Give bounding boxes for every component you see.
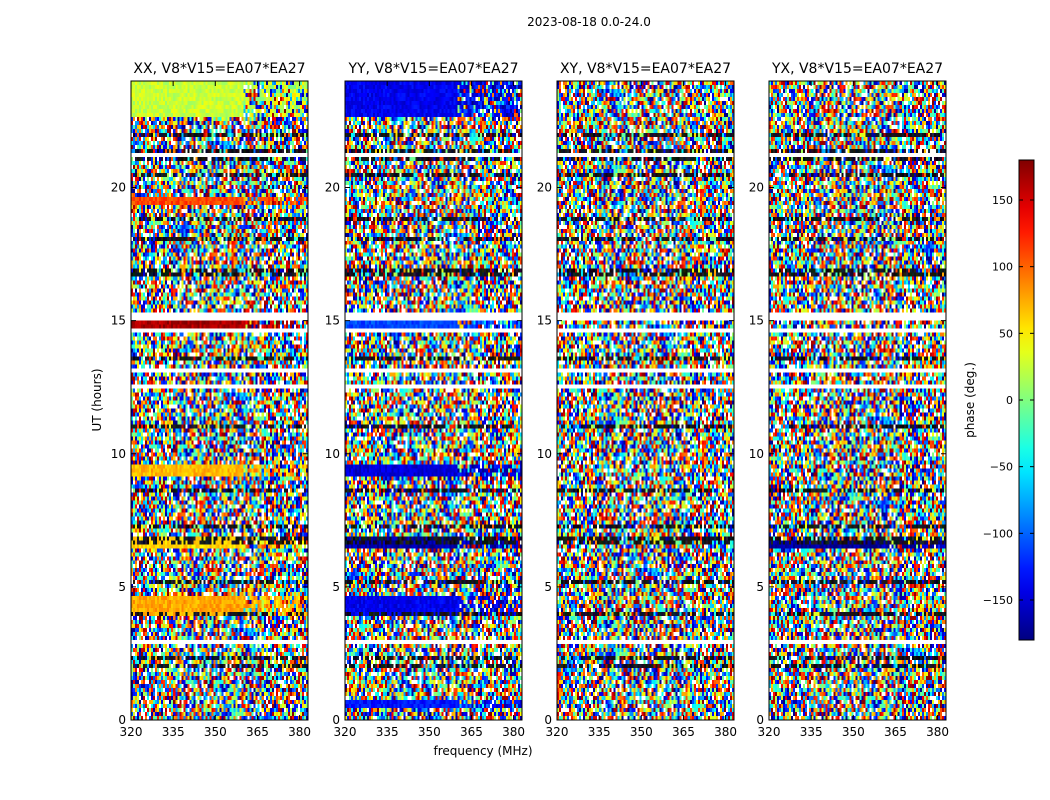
- x-tick-label: 380: [288, 725, 311, 739]
- x-tick-label: 320: [546, 725, 569, 739]
- x-tick-label: 365: [672, 725, 695, 739]
- y-tick-label: 0: [756, 713, 764, 727]
- panel-xx: XX, V8*V15=EA07*EA27 320 335 350 365 380 0 5 10 1…: [111, 61, 311, 739]
- y-tick-label: 20: [749, 181, 764, 195]
- colorbar: phase (deg.) −150 −100 −50 0 50 100 150: [963, 159, 1035, 641]
- x-tick-label: 335: [800, 725, 823, 739]
- axes-frame: [556, 80, 735, 721]
- y-tick-label: 10: [111, 447, 126, 461]
- y-tick-label: 0: [118, 713, 126, 727]
- y-tick-label: 10: [325, 447, 340, 461]
- y-tick-label: 0: [332, 713, 340, 727]
- panel-title: XX, V8*V15=EA07*EA27: [133, 61, 305, 77]
- y-tick-label: 5: [118, 580, 126, 594]
- x-tick-label: 320: [334, 725, 357, 739]
- colorbar-tick-label: 0: [1006, 394, 1013, 407]
- heatmap-image: [557, 81, 734, 720]
- x-tick-label: 380: [714, 725, 737, 739]
- panel-title: YY, V8*V15=EA07*EA27: [347, 61, 518, 77]
- x-tick-label: 335: [588, 725, 611, 739]
- x-tick-label: 365: [460, 725, 483, 739]
- panel-yx: YX, V8*V15=EA07*EA27 320 335 350 365 380 0 5 10 1…: [749, 61, 949, 739]
- colorbar-label: phase (deg.): [963, 362, 977, 438]
- panel-yy: YY, V8*V15=EA07*EA27 320 335 350 365 380 0 5 10 1…: [325, 61, 525, 739]
- x-tick-label: 350: [630, 725, 653, 739]
- y-tick-label: 5: [332, 580, 340, 594]
- y-tick-label: 20: [537, 181, 552, 195]
- colorbar-tick-label: −50: [990, 461, 1013, 474]
- axes-frame: [344, 80, 523, 721]
- y-tick-label: 5: [544, 580, 552, 594]
- y-tick-label: 20: [325, 181, 340, 195]
- x-axis-label: frequency (MHz): [433, 744, 532, 758]
- x-tick-label: 350: [204, 725, 227, 739]
- y-tick-label: 5: [756, 580, 764, 594]
- x-tick-label: 380: [502, 725, 525, 739]
- axes-frame: [768, 80, 947, 721]
- x-tick-label: 335: [376, 725, 399, 739]
- heatmap-panels: XX, V8*V15=EA07*EA27 320 335 350 365 380 0 5 10 1…: [111, 61, 949, 739]
- y-tick-label: 10: [537, 447, 552, 461]
- y-tick-label: 15: [325, 314, 340, 328]
- x-tick-label: 320: [120, 725, 143, 739]
- y-tick-label: 20: [111, 181, 126, 195]
- y-tick-label: 15: [749, 314, 764, 328]
- heatmap-image: [769, 81, 946, 720]
- panel-xy: XY, V8*V15=EA07*EA27 320 335 350 365 380 0 5 10 1…: [537, 61, 737, 739]
- colorbar-tick-label: 150: [992, 194, 1013, 207]
- figure-title: 2023-08-18 0.0-24.0: [527, 15, 651, 29]
- colorbar-tick-label: 100: [992, 261, 1013, 274]
- heatmap-image: [345, 81, 522, 720]
- heatmap-image: [131, 81, 308, 720]
- x-tick-label: 380: [926, 725, 949, 739]
- x-tick-label: 350: [418, 725, 441, 739]
- y-tick-label: 10: [749, 447, 764, 461]
- y-tick-label: 15: [537, 314, 552, 328]
- x-tick-label: 365: [884, 725, 907, 739]
- colorbar-tick-label: −150: [983, 594, 1013, 607]
- colorbar-tick-label: −100: [983, 527, 1013, 540]
- y-tick-label: 15: [111, 314, 126, 328]
- x-tick-label: 320: [758, 725, 781, 739]
- panel-title: YX, V8*V15=EA07*EA27: [771, 61, 943, 77]
- x-tick-label: 365: [246, 725, 269, 739]
- x-tick-label: 335: [162, 725, 185, 739]
- x-tick-label: 350: [842, 725, 865, 739]
- y-tick-label: 0: [544, 713, 552, 727]
- axes-frame: [130, 80, 309, 721]
- panel-title: XY, V8*V15=EA07*EA27: [560, 61, 731, 77]
- y-axis-label: UT (hours): [90, 368, 104, 431]
- colorbar-tick-label: 50: [999, 327, 1013, 340]
